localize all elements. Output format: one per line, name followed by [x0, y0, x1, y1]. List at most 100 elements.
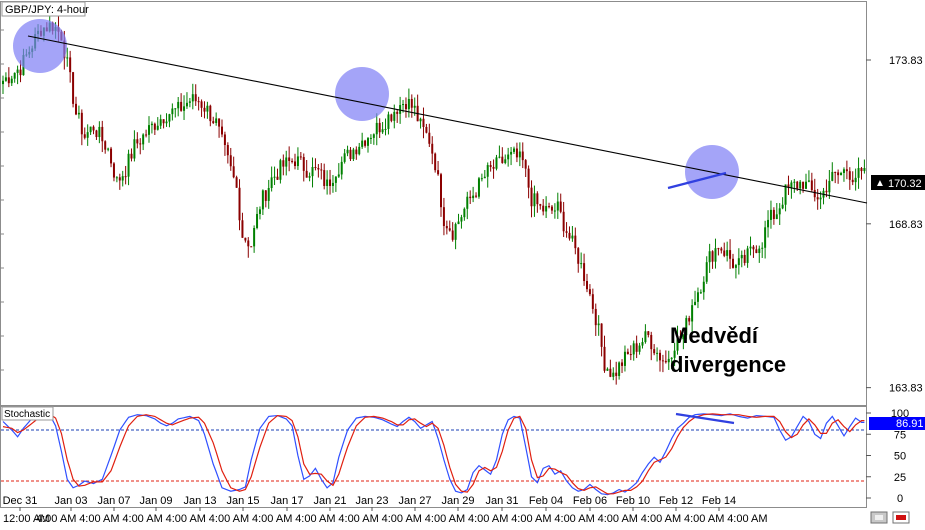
candle [810, 172, 813, 193]
candle [331, 175, 334, 193]
candle [565, 222, 568, 238]
candle [434, 152, 437, 173]
current-price-badge: ▲ 170.32 [871, 175, 925, 190]
stochastic-divergence-line[interactable] [675, 412, 735, 425]
candle [840, 171, 843, 176]
candle [857, 157, 860, 189]
candle [191, 83, 194, 110]
scroll-buttons[interactable] [870, 511, 910, 524]
candle [66, 47, 69, 67]
candle [834, 171, 837, 184]
candle [530, 180, 533, 218]
candle [664, 350, 667, 364]
candle [635, 335, 638, 359]
x-time-label: 4:00 AM [338, 513, 378, 525]
candle [661, 354, 664, 373]
candle [104, 140, 107, 154]
candle [787, 175, 790, 195]
candle [828, 169, 831, 199]
candle [790, 180, 793, 199]
candle [343, 148, 346, 164]
candle [238, 179, 241, 231]
candle [107, 147, 110, 152]
candle [606, 367, 609, 371]
candle [396, 109, 399, 123]
candle [577, 247, 580, 273]
candle [521, 142, 524, 169]
candle [492, 159, 495, 179]
candle [445, 220, 448, 235]
x-date-label: Dec 31 [3, 495, 38, 507]
candle [221, 119, 223, 138]
price-divergence-line[interactable] [667, 171, 727, 190]
resistance-trendline[interactable] [27, 35, 868, 204]
candle [375, 113, 378, 146]
candle [247, 237, 250, 258]
candle [267, 179, 270, 209]
candle [279, 158, 282, 184]
candle [720, 246, 723, 254]
candle [507, 147, 510, 167]
candle [372, 133, 375, 145]
candle [559, 193, 562, 214]
candle [670, 357, 673, 370]
candle [513, 146, 515, 155]
candle [845, 160, 848, 180]
candle [197, 96, 200, 111]
x-date-label: Feb 06 [573, 495, 607, 507]
candle [180, 93, 183, 112]
candle [848, 167, 851, 190]
x-date-label: Jan 29 [441, 495, 474, 507]
candle [296, 147, 299, 170]
annotation-line-1: Medvědí [670, 323, 759, 348]
candle [659, 349, 661, 372]
candle [489, 160, 492, 172]
candle [807, 170, 810, 183]
candle [171, 103, 174, 121]
candle [86, 124, 89, 146]
x-date-label: Jan 27 [398, 495, 431, 507]
candle [472, 186, 475, 203]
candle [334, 176, 337, 192]
candle [623, 345, 626, 372]
candle [183, 95, 186, 120]
candle [775, 203, 778, 220]
candle [749, 236, 752, 256]
stochastic-y-tick-label: 50 [894, 451, 906, 463]
candle [358, 142, 361, 156]
x-time-label: 4:00 AM [382, 513, 422, 525]
candle [229, 147, 232, 171]
x-date-label: Jan 21 [313, 495, 346, 507]
candle [527, 165, 530, 199]
candle [732, 253, 734, 269]
candle [486, 162, 489, 188]
candle [682, 334, 685, 350]
candle [781, 197, 784, 210]
candle [215, 112, 218, 126]
x-date-label: Jan 13 [183, 495, 216, 507]
candle [480, 173, 483, 182]
x-time-label: 4:00 AM [468, 513, 508, 525]
svg-text:▲: ▲ [875, 178, 885, 189]
candle [650, 331, 653, 361]
candle [127, 149, 130, 186]
candle [679, 330, 682, 342]
stochastic-y-tick-label: 25 [894, 472, 906, 484]
candle [495, 154, 498, 171]
candle [802, 181, 805, 193]
candle [209, 104, 212, 127]
candle [407, 88, 410, 118]
symbol-title-box [1, 1, 86, 17]
price-y-tick-label: 163.83 [889, 383, 923, 395]
price-panel-frame [0, 1, 867, 406]
scroll-left-icon [875, 515, 883, 520]
candle [653, 344, 656, 356]
x-date-label: Jan 15 [226, 495, 259, 507]
annotation-line-2: divergence [670, 352, 786, 377]
candle [77, 105, 80, 119]
candle [667, 350, 670, 370]
candle [463, 207, 466, 221]
x-time-label: 4:00 AM [295, 513, 335, 525]
candle [504, 154, 507, 165]
